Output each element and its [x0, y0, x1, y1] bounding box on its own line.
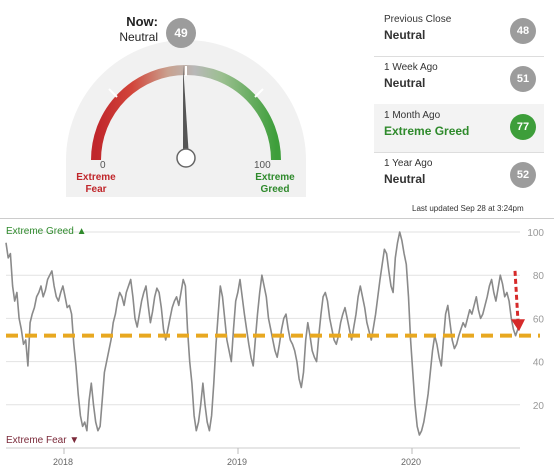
extreme-greed-label: Extreme Greed [255, 172, 295, 195]
history-panel: Previous Close Neutral 48 1 Week Ago Neu… [374, 0, 554, 200]
x-tick-label: 2018 [53, 457, 73, 467]
x-tick-label: 2019 [227, 457, 247, 467]
history-row-1-year: 1 Year Ago Neutral 52 [374, 152, 544, 200]
now-block: Now: Neutral [112, 14, 158, 44]
y-tick-label: 40 [533, 358, 545, 369]
extreme-fear-axis-tag: Extreme Fear ▼ [6, 435, 80, 446]
score-badge: 52 [510, 162, 536, 188]
gauge-tick [254, 88, 264, 98]
divider [0, 218, 554, 219]
history-row-1-week: 1 Week Ago Neutral 51 [374, 56, 544, 105]
annotation-arrow-shaft [513, 270, 520, 322]
score-badge: 51 [510, 66, 536, 92]
last-updated: Last updated Sep 28 at 3:24pm [412, 204, 524, 213]
gauge-min-label: 0 [100, 160, 106, 171]
x-tick-label: 2020 [401, 457, 421, 467]
y-tick-label: 100 [527, 228, 544, 239]
now-score-badge: 49 [166, 18, 196, 48]
history-row-1-month: 1 Month Ago Extreme Greed 77 [374, 104, 544, 153]
extreme-fear-label: Extreme Fear [76, 172, 116, 195]
history-line-chart: 20 40 60 80 100 2018 2019 2020 [5, 228, 545, 467]
y-tick-label: 80 [533, 271, 545, 282]
gauge-hub [176, 148, 196, 168]
fear-greed-gauge-panel: Now: Neutral 49 0 100 Extreme Fear Extre… [0, 0, 360, 200]
now-label: Now: [126, 14, 158, 29]
score-badge: 48 [510, 18, 536, 44]
gauge-tick [108, 88, 118, 98]
y-tick-label: 20 [533, 401, 545, 412]
score-badge: 77 [510, 114, 536, 140]
gauge-max-label: 100 [254, 160, 271, 171]
now-value: Neutral [119, 30, 158, 44]
history-row-previous-close: Previous Close Neutral 48 [374, 8, 544, 57]
gauge-needle [183, 65, 189, 159]
extreme-greed-axis-tag: Extreme Greed ▲ [6, 226, 87, 237]
fear-greed-series-line [5, 231, 521, 436]
annotation-arrow-head [511, 319, 525, 332]
gauge-dial [66, 40, 306, 197]
y-tick-label: 60 [533, 314, 545, 325]
